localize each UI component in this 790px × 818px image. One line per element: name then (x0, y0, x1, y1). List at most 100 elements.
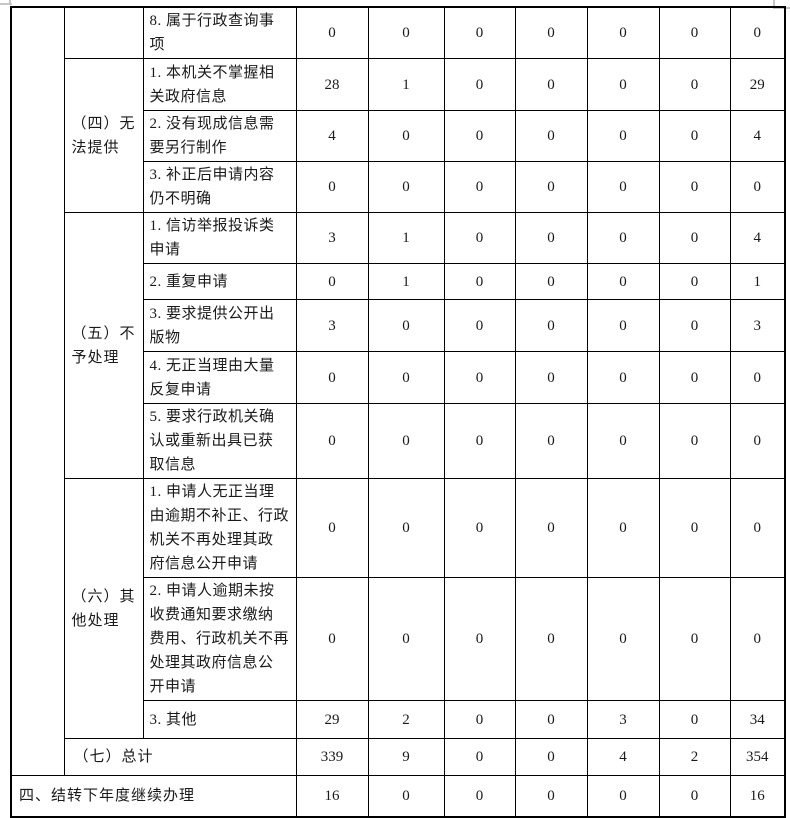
value-cell: 0 (295, 263, 369, 300)
value-cell: 28 (295, 58, 369, 111)
item-label-cell: 1. 本机关不掌握相 关政府信息 (142, 58, 297, 111)
value-cell: 0 (729, 351, 786, 404)
value-cell: 0 (443, 299, 516, 352)
value-cell: 0 (658, 299, 731, 352)
category-cell: （五）不 予处理 (63, 212, 144, 479)
item-label-cell: 3. 要求提供公开出 版物 (142, 299, 297, 352)
value-cell: 0 (586, 161, 660, 213)
value-cell: 29 (295, 700, 369, 739)
item-label-cell: 3. 补正后申请内容 仍不明确 (142, 161, 297, 213)
value-cell: 0 (514, 110, 588, 162)
value-cell: 0 (658, 700, 731, 739)
value-cell: 0 (514, 351, 588, 404)
total-label-cell: （七）总计 (63, 738, 297, 776)
value-cell: 0 (295, 478, 369, 578)
value-cell: 0 (586, 577, 660, 701)
page-corner-mark-right-vertical (773, 0, 775, 8)
value-cell: 0 (658, 403, 731, 479)
value-cell: 3 (295, 212, 369, 264)
value-cell: 0 (367, 6, 445, 59)
value-cell: 0 (729, 478, 786, 578)
table-row: （七）总计 339 9 0 0 4 2 354 (11, 738, 786, 776)
table-row: 2. 重复申请 0 1 0 0 0 0 1 (11, 263, 786, 300)
value-cell: 0 (443, 478, 516, 578)
value-cell: 0 (295, 6, 369, 59)
value-cell: 0 (586, 6, 660, 59)
table-body: 8. 属于行政查询事 项 0 0 0 0 0 0 0 （四）无 法提供 1. 本机关不掌握相 关政… (10, 6, 786, 817)
item-label-cell: 1. 信访举报投诉类 申请 (142, 212, 297, 264)
table-row: （四）无 法提供 1. 本机关不掌握相 关政府信息 28 1 0 0 0 0 29 (11, 58, 786, 213)
value-cell: 339 (295, 738, 369, 776)
value-cell: 0 (658, 263, 731, 300)
value-cell: 0 (586, 263, 660, 300)
value-cell: 0 (367, 775, 445, 817)
section-label-cell: 四、结转下年度继续办理 (10, 775, 297, 817)
value-cell: 2 (367, 700, 445, 739)
value-cell: 0 (658, 577, 731, 701)
table-row: 四、结转下年度继续办理 16 0 0 0 0 0 16 (10, 775, 786, 817)
value-cell: 4 (729, 212, 786, 264)
value-cell: 0 (514, 577, 588, 701)
category-cell: （四）无 法提供 (63, 58, 144, 213)
value-cell: 0 (658, 58, 731, 111)
value-cell: 0 (729, 403, 786, 479)
value-cell: 16 (729, 775, 786, 817)
value-cell: 0 (367, 478, 445, 578)
value-cell: 0 (514, 212, 588, 264)
value-cell: 16 (295, 775, 369, 817)
value-cell: 0 (586, 299, 660, 352)
value-cell: 0 (514, 299, 588, 352)
value-cell: 0 (367, 110, 445, 162)
table-row: （六）其 他处理 1. 申请人无正当理 由逾期不补正、行政 机关不再处理其政 府信… (11, 478, 786, 739)
value-cell: 0 (658, 351, 731, 404)
table-row: 2. 申请人逾期未按 收费通知要求缴纳 费用、行政机关不再 处理其政府信息公 开… (11, 577, 786, 701)
value-cell: 0 (443, 161, 516, 213)
table-row: 3. 要求提供公开出 版物 3 0 0 0 0 0 3 (11, 299, 786, 352)
page-corner-mark-left-vertical (9, 0, 11, 5)
value-cell: 0 (514, 775, 588, 817)
item-label-cell: 2. 重复申请 (142, 263, 297, 300)
value-cell: 0 (729, 6, 786, 59)
value-cell: 0 (729, 161, 786, 213)
value-cell: 0 (443, 403, 516, 479)
value-cell: 0 (367, 299, 445, 352)
value-cell: 0 (586, 351, 660, 404)
value-cell: 0 (443, 700, 516, 739)
value-cell: 0 (443, 775, 516, 817)
value-cell: 0 (514, 58, 588, 111)
value-cell: 1 (367, 58, 445, 111)
value-cell: 354 (729, 738, 786, 776)
table-row: 3. 其他 29 2 0 0 3 0 34 (11, 700, 786, 739)
value-cell: 4 (586, 738, 660, 776)
value-cell: 0 (443, 110, 516, 162)
table-row: （五）不 予处理 1. 信访举报投诉类 申请 3 1 0 0 0 0 4 (11, 212, 786, 479)
value-cell: 29 (729, 58, 786, 111)
value-cell: 0 (658, 161, 731, 213)
value-cell: 0 (514, 738, 588, 776)
value-cell: 4 (295, 110, 369, 162)
value-cell: 0 (729, 577, 786, 701)
value-cell: 2 (658, 738, 731, 776)
value-cell: 0 (443, 577, 516, 701)
value-cell: 0 (514, 478, 588, 578)
value-cell: 4 (729, 110, 786, 162)
item-label-cell: 2. 没有现成信息需 要另行制作 (142, 110, 297, 162)
value-cell: 0 (295, 351, 369, 404)
value-cell: 3 (586, 700, 660, 739)
value-cell: 0 (514, 263, 588, 300)
disclosure-table: 8. 属于行政查询事 项 0 0 0 0 0 0 0 （四）无 法提供 1. 本机关不掌握相 关政… (10, 6, 786, 818)
value-cell: 0 (443, 738, 516, 776)
value-cell: 0 (295, 577, 369, 701)
item-label-cell: 1. 申请人无正当理 由逾期不补正、行政 机关不再处理其政 府信息公开申请 (142, 478, 297, 578)
value-cell: 0 (443, 58, 516, 111)
category-cell (63, 6, 144, 59)
value-cell: 0 (658, 212, 731, 264)
value-cell: 0 (514, 6, 588, 59)
value-cell: 0 (514, 403, 588, 479)
value-cell: 0 (658, 6, 731, 59)
value-cell: 34 (729, 700, 786, 739)
category-cell: （六）其 他处理 (63, 478, 144, 739)
value-cell: 1 (367, 263, 445, 300)
page-corner-mark-left-horizontal (0, 3, 12, 5)
